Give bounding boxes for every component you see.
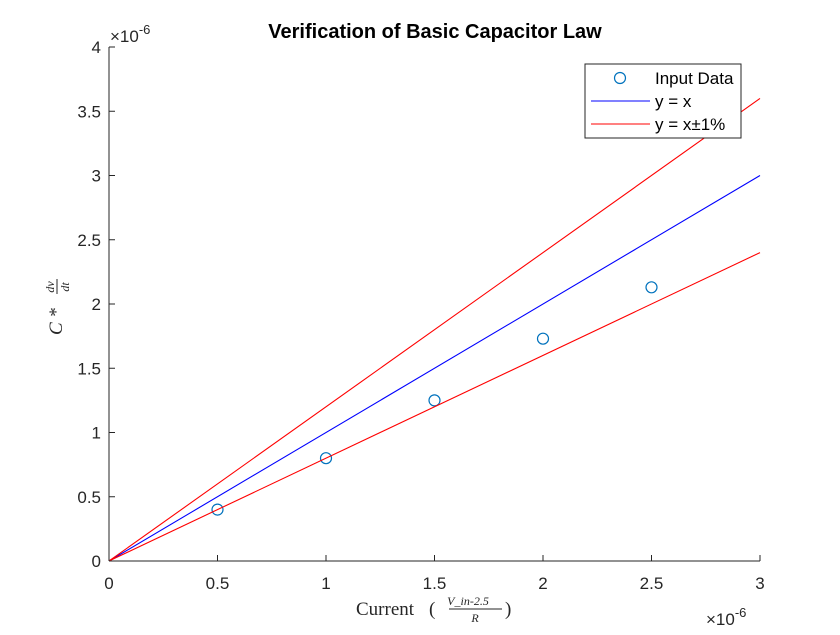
y-tick-label: 0 [92,552,101,571]
x-tick-label: 2.5 [640,574,664,593]
legend-label-y-equals-x: y = x [655,92,692,111]
data-point [428,394,441,407]
x-tick-label: 0 [104,574,113,593]
data-point [211,503,224,516]
y-axis-label-numerator: dv [43,281,57,293]
x-axis-label-text: Current [356,599,415,620]
y-tick-label: 2 [92,295,101,314]
y-tick-label: 1 [92,424,101,443]
y-tick-label: 0.5 [77,488,101,507]
x-tick-label: 2 [538,574,547,593]
plot-area [108,97,761,562]
y-tick-label: 3 [92,167,101,186]
y-tick-label: 3.5 [77,102,101,121]
data-point [645,281,658,294]
legend-label-input-data: Input Data [655,69,734,88]
x-axis-label-denominator: R [470,611,479,625]
x-tick-label: 1 [321,574,330,593]
series-line-1 [108,175,761,562]
x-axis-label: Current ( V_in-2.5 R ) [356,594,511,625]
y-axis-label-denominator: dt [58,282,72,292]
data-point [319,452,333,465]
y-multiplier: ×10 [110,27,139,46]
y-exponent-label: ×10-6 [110,22,150,46]
y-tick-label: 4 [92,38,101,57]
legend: Input Data y = x y = x±1% [584,63,742,139]
series-line-3 [108,252,761,562]
y-axis-label: C * dv dt [43,279,72,335]
x-tick-label: 1.5 [423,574,447,593]
chart-title: Verification of Basic Capacitor Law [268,21,602,43]
legend-label-tolerance: y = x±1% [655,115,725,134]
x-axis-label-numerator: V_in-2.5 [447,594,489,608]
x-tick-label: 3 [755,574,764,593]
y-axis-label-text: C * [46,308,67,335]
svg-text:(: ( [429,599,435,620]
x-exponent-label: ×10-6 [706,605,746,629]
axes: 0 0.5 1 1.5 2 2.5 3 0 0.5 1 1.5 2 2.5 3 3.5 4 [77,38,764,593]
y-tick-label: 2.5 [77,231,101,250]
data-point [536,332,550,345]
svg-text:): ) [505,599,511,620]
x-tick-label: 0.5 [206,574,230,593]
series-line-2 [108,97,761,562]
x-multiplier: ×10 [706,610,735,629]
y-exponent: -6 [139,22,151,37]
x-exponent: -6 [735,605,747,620]
y-tick-label: 1.5 [77,359,101,378]
legend-marker-input-data [613,71,627,85]
